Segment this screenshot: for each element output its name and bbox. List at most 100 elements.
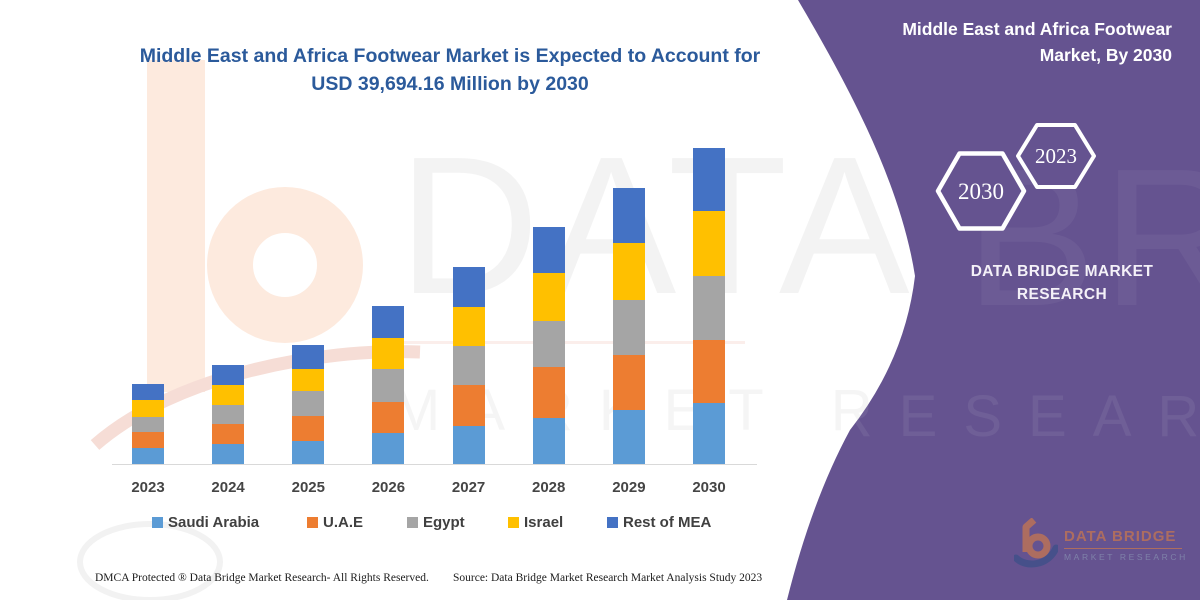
legend-swatch-israel [508, 517, 519, 528]
bar-segment-rest-of-mea [532, 226, 565, 273]
x-axis-label-2030: 2030 [692, 479, 726, 496]
bar-segment-u-a-e [452, 384, 485, 427]
bar-segment-rest-of-mea [372, 305, 405, 338]
bar-segment-egypt [532, 321, 565, 368]
logo-text: DATA BRIDGE MARKET RESEARCH [1064, 528, 1188, 572]
bar-segment-u-a-e [372, 401, 405, 433]
watermark-b-bowl [207, 187, 363, 343]
bar-segment-saudi-arabia [372, 432, 405, 464]
bar-segment-saudi-arabia [532, 418, 565, 464]
bar-2026 [372, 305, 405, 464]
bar-segment-saudi-arabia [292, 441, 325, 464]
logo-b-icon [1014, 518, 1058, 568]
hexagon-2030 [935, 151, 1027, 231]
legend-label: Egypt [423, 514, 465, 531]
legend-swatch-saudi-arabia [152, 517, 163, 528]
purple-panel-shape [787, 0, 1200, 600]
x-axis-label-2027: 2027 [451, 479, 486, 496]
bar-2025 [292, 344, 325, 464]
bar-segment-israel [532, 272, 565, 322]
chart-title-line2: USD 39,694.16 Million by 2030 [311, 73, 589, 96]
panel-title-line1: Middle East and Africa Footwear [902, 19, 1172, 39]
bar-2030 [693, 148, 725, 464]
hexagon-2030-label: 2030 [958, 179, 1004, 204]
bar-2028 [532, 226, 565, 464]
bar-segment-saudi-arabia [693, 403, 725, 464]
bar-2024 [212, 365, 245, 464]
bar-segment-egypt [452, 346, 485, 385]
brand-name-line1: DATA BRIDGE MARKET [970, 263, 1154, 280]
logo-line1: DATA BRIDGE [1064, 528, 1177, 545]
bar-segment-egypt [612, 299, 645, 355]
x-axis-line [112, 464, 757, 465]
footer-dmca-text: DMCA Protected ® Data Bridge Market Rese… [95, 572, 429, 584]
footer-logo: DATA BRIDGE MARKET RESEARCH [1014, 518, 1189, 572]
bar-2029 [612, 188, 645, 464]
legend-item-u-a-e: U.A.E [307, 514, 363, 531]
bar-segment-rest-of-mea [132, 383, 164, 400]
bar-segment-israel [212, 384, 245, 405]
legend-label: Israel [524, 514, 564, 531]
bar-segment-u-a-e [212, 423, 245, 444]
bar-segment-u-a-e [612, 354, 645, 410]
bar-2023 [132, 383, 164, 464]
bar-segment-u-a-e [132, 432, 164, 448]
watermark-pink-line [400, 341, 745, 344]
bar-segment-rest-of-mea [452, 266, 485, 308]
bar-segment-rest-of-mea [212, 365, 245, 385]
bar-segment-egypt [132, 416, 164, 433]
watermark-gray-ellipse [77, 521, 223, 600]
legend-item-rest-of-mea: Rest of MEA [607, 514, 711, 531]
bar-segment-rest-of-mea [693, 148, 725, 211]
bar-segment-egypt [372, 368, 405, 402]
x-axis-label-2024: 2024 [211, 479, 245, 496]
bar-segment-u-a-e [292, 416, 325, 442]
bar-2027 [452, 266, 485, 464]
watermark-b-stem [147, 60, 205, 392]
chart-title: Middle East and Africa Footwear Market i… [120, 42, 780, 99]
panel-title-line2: Market, By 2030 [1039, 45, 1172, 66]
bar-segment-rest-of-mea [612, 188, 645, 244]
footer-source-text: Source: Data Bridge Market Research Mark… [453, 572, 763, 584]
hexagon-2023 [1016, 123, 1096, 189]
hexagon-badges: 2030 2023 [935, 123, 1096, 231]
chart-title-line1: Middle East and Africa Footwear Market i… [139, 45, 761, 67]
bar-segment-israel [693, 210, 725, 276]
legend-swatch-egypt [407, 517, 418, 528]
legend-item-saudi-arabia: Saudi Arabia [152, 514, 259, 531]
x-axis-label-2029: 2029 [612, 479, 646, 496]
watermark-sub-text-on-panel: MARKET RESEARCH [392, 384, 1200, 449]
bar-segment-israel [372, 337, 405, 369]
legend-label: U.A.E [323, 514, 364, 531]
hexagon-2023-label: 2023 [1035, 144, 1077, 168]
brand-name-line2: RESEARCH [1016, 286, 1108, 304]
bar-segment-israel [452, 307, 485, 347]
bar-segment-israel [132, 399, 164, 417]
x-axis-label-2025: 2025 [291, 479, 325, 496]
panel-title: Middle East and Africa Footwear Market, … [852, 16, 1172, 69]
x-axis-label-2026: 2026 [371, 479, 406, 496]
bar-segment-u-a-e [693, 339, 725, 404]
legend-item-egypt: Egypt [407, 514, 465, 531]
bar-segment-rest-of-mea [292, 344, 325, 369]
brand-name: DATA BRIDGE MARKET RESEARCH [942, 260, 1182, 307]
bar-segment-saudi-arabia [212, 443, 245, 464]
bar-segment-egypt [693, 275, 725, 340]
legend-swatch-u-a-e [307, 517, 318, 528]
logo-divider [1064, 548, 1182, 549]
bar-segment-israel [612, 243, 645, 300]
bar-segment-israel [292, 368, 325, 392]
legend-label: Saudi Arabia [168, 514, 260, 531]
bar-segment-u-a-e [532, 367, 565, 419]
x-axis-label-2023: 2023 [131, 479, 165, 496]
logo-line2: MARKET RESEARCH [1064, 552, 1188, 562]
bar-segment-saudi-arabia [452, 426, 485, 464]
legend-item-israel: Israel [508, 514, 563, 531]
bar-segment-saudi-arabia [132, 448, 164, 464]
bar-segment-saudi-arabia [612, 409, 645, 464]
legend-label: Rest of MEA [623, 514, 712, 531]
bar-segment-egypt [212, 404, 245, 424]
x-axis-label-2028: 2028 [532, 479, 566, 496]
